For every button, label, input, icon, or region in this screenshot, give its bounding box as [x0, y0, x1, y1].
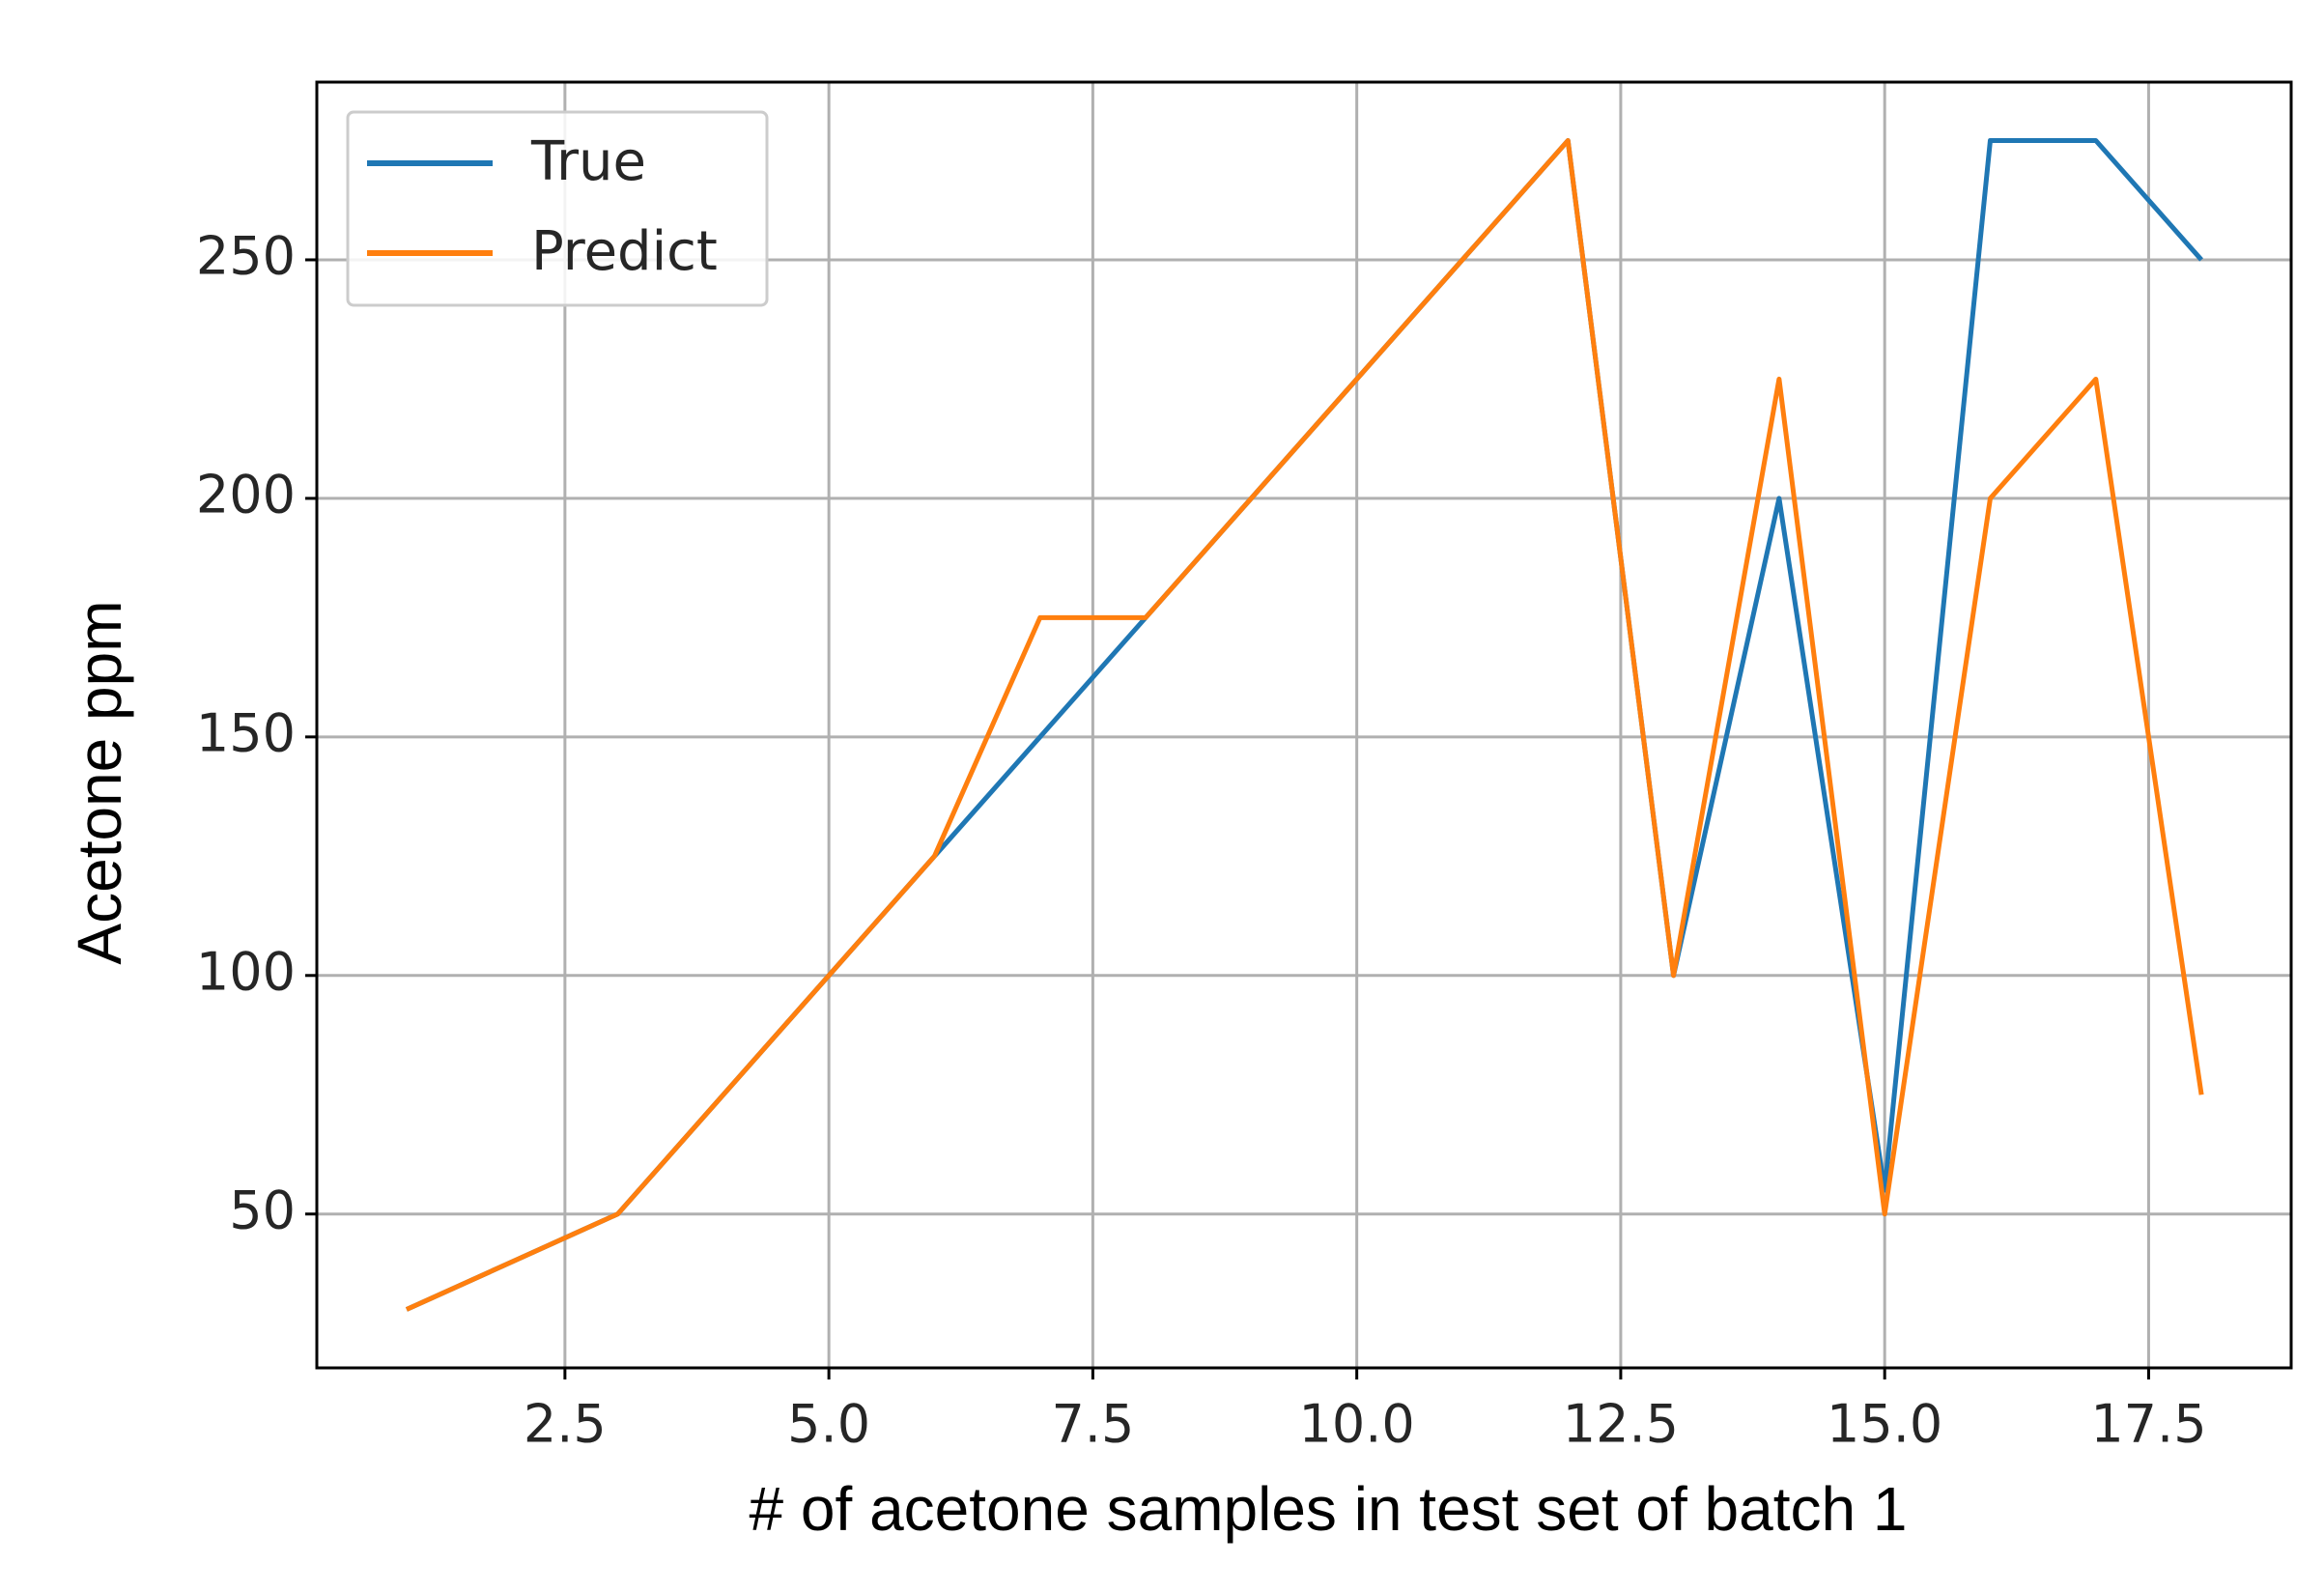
data-line [405, 138, 2203, 1312]
x-tick-label: 17.5 [2090, 1394, 2206, 1455]
x-tick-label: 7.5 [1051, 1394, 1134, 1455]
y-tick-label: 50 [229, 1180, 296, 1240]
x-tick-label: 10.0 [1299, 1394, 1415, 1455]
legend-label: True [530, 130, 646, 193]
y-tick-label: 250 [196, 226, 296, 287]
y-tick-label: 100 [196, 941, 296, 1002]
y-axis-label: Acetone ppm [65, 600, 134, 964]
y-tick-label: 200 [196, 465, 296, 526]
x-axis-label: # of acetone samples in test set of batc… [750, 1474, 1908, 1544]
x-tick-label: 15.0 [1827, 1394, 1942, 1455]
plot-frame [315, 80, 2293, 1370]
x-tick-label: 2.5 [524, 1394, 607, 1455]
data-line [405, 138, 2204, 1312]
legend-label: Predict [531, 220, 718, 283]
x-tick-label: 5.0 [787, 1394, 870, 1455]
x-tick-label: 12.5 [1563, 1394, 1679, 1455]
y-tick-label: 150 [196, 702, 296, 763]
